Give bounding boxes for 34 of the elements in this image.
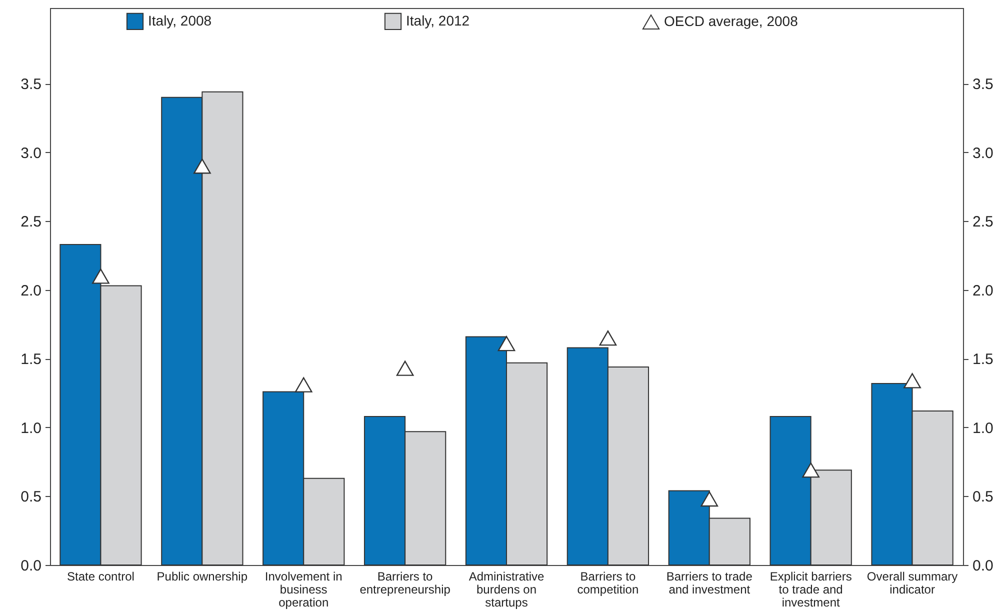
x-tick-label: Administrative burdens on startups	[468, 570, 545, 610]
y2-tick-label: 0.5	[972, 488, 994, 506]
x-tick-label: Public ownership	[156, 570, 248, 584]
x-tick-label: State control	[67, 570, 134, 584]
y-tick-label: 1.5	[20, 351, 42, 368]
x-tick-label: Barriers to entrepreneurship	[360, 570, 451, 596]
y-tick-label: 3.0	[20, 144, 42, 162]
legend-label: Italy, 2008	[148, 12, 212, 28]
x-tick-label: Involvement in business operation	[264, 570, 342, 610]
y-tick-label: 1.0	[20, 420, 42, 437]
y2-tick-label: 3.5	[972, 76, 994, 94]
y2-tick-label: 2.5	[972, 214, 994, 231]
x-tick-label: Explicit barriers to trade and investment	[770, 570, 852, 610]
y-tick-label: 2.0	[20, 282, 42, 300]
y-tick-label: 3.5	[20, 76, 42, 94]
y-tick-label: 0.5	[20, 488, 42, 506]
y2-tick-label: 0.0	[972, 558, 994, 574]
point	[498, 336, 516, 352]
point	[904, 373, 921, 388]
x-tick-label: Barriers to competition	[577, 570, 639, 596]
x-tick-label: Barriers to trade and investment	[666, 570, 753, 596]
y2-tick-label: 1.0	[972, 420, 994, 437]
y-tick-label: 0.0	[20, 558, 42, 574]
point	[802, 462, 820, 478]
x-tick-label: Overall summary indicator	[866, 570, 958, 596]
y2-tick-label: 1.5	[972, 351, 994, 368]
point	[194, 158, 211, 174]
y2-tick-label: 2.0	[972, 282, 994, 300]
point	[92, 268, 110, 284]
y-tick-label: 2.5	[20, 214, 42, 231]
point	[700, 491, 718, 507]
legend-label: OECD average, 2008	[664, 13, 798, 30]
y2-tick-label: 3.0	[972, 144, 994, 162]
legend-label: Italy, 2012	[406, 12, 470, 28]
